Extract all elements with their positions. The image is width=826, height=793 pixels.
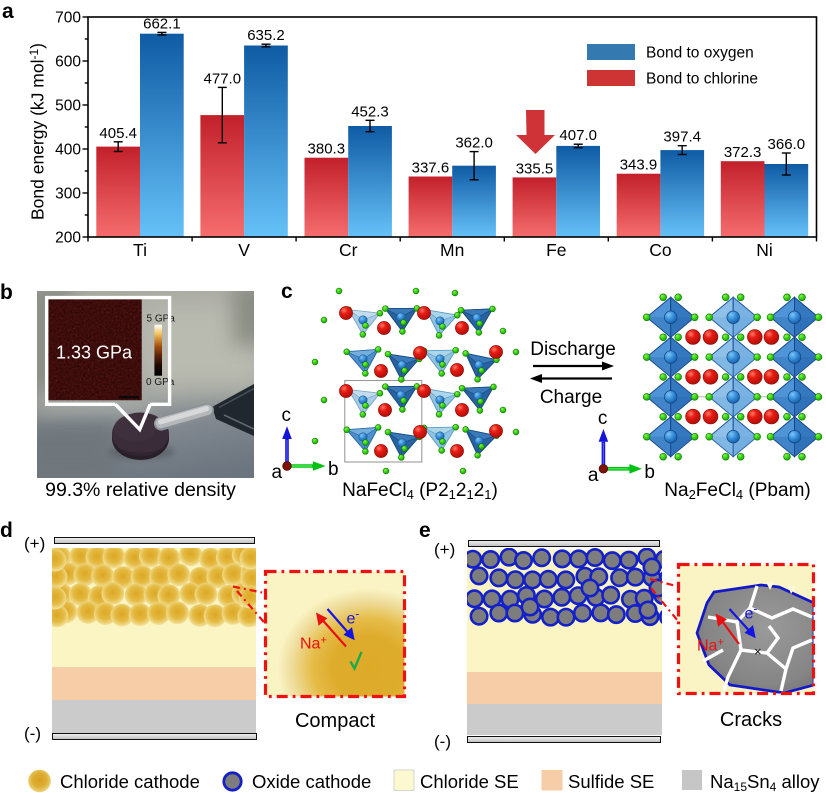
svg-text:452.3: 452.3	[351, 103, 389, 120]
svg-text:337.6: 337.6	[412, 160, 450, 177]
svg-text:Discharge: Discharge	[530, 339, 616, 360]
svg-text:c: c	[282, 405, 292, 426]
svg-text:335.5: 335.5	[516, 160, 554, 177]
svg-text:635.2: 635.2	[247, 27, 285, 44]
svg-text:343.9: 343.9	[620, 157, 658, 174]
svg-text:Ni: Ni	[756, 240, 773, 260]
svg-text:477.0: 477.0	[204, 70, 242, 87]
svg-text:Charge: Charge	[540, 387, 602, 408]
svg-text:405.4: 405.4	[99, 125, 137, 142]
svg-text:Co: Co	[649, 240, 671, 260]
svg-text:Bond to chlorine: Bond to chlorine	[646, 71, 758, 88]
svg-text:c: c	[598, 408, 608, 429]
svg-text:380.3: 380.3	[308, 141, 346, 158]
svg-text:a: a	[272, 462, 283, 483]
svg-text:366.0: 366.0	[768, 136, 806, 153]
svg-text:b: b	[644, 462, 655, 483]
svg-text:b: b	[328, 459, 339, 480]
svg-text:407.0: 407.0	[559, 127, 597, 144]
svg-text:200: 200	[55, 230, 81, 247]
svg-text:600: 600	[55, 54, 81, 71]
svg-text:Mn: Mn	[440, 240, 464, 260]
svg-text:Na+: Na+	[300, 635, 327, 653]
svg-text:Bond to oxygen: Bond to oxygen	[646, 45, 754, 62]
svg-text:Ti: Ti	[133, 240, 147, 260]
svg-text:1.33 GPa: 1.33 GPa	[56, 343, 133, 363]
svg-text:Fe: Fe	[546, 240, 566, 260]
svg-text:Na+: Na+	[697, 637, 724, 655]
svg-text:300: 300	[55, 186, 81, 203]
svg-text:400: 400	[55, 142, 81, 159]
svg-text:5 GPa: 5 GPa	[147, 314, 176, 325]
svg-text:500: 500	[55, 98, 81, 115]
svg-text:V: V	[238, 240, 250, 260]
svg-text:397.4: 397.4	[663, 129, 701, 146]
svg-text:0 GPa: 0 GPa	[146, 377, 175, 388]
svg-text:Cr: Cr	[339, 240, 358, 260]
svg-text:×: ×	[754, 644, 762, 659]
svg-text:700: 700	[55, 10, 81, 27]
svg-text:372.3: 372.3	[724, 144, 762, 161]
svg-text:362.0: 362.0	[455, 135, 493, 152]
svg-text:a: a	[588, 465, 599, 486]
svg-text:662.1: 662.1	[143, 15, 181, 32]
svg-text:Bond energy (kJ mol-1): Bond energy (kJ mol-1)	[27, 43, 48, 220]
